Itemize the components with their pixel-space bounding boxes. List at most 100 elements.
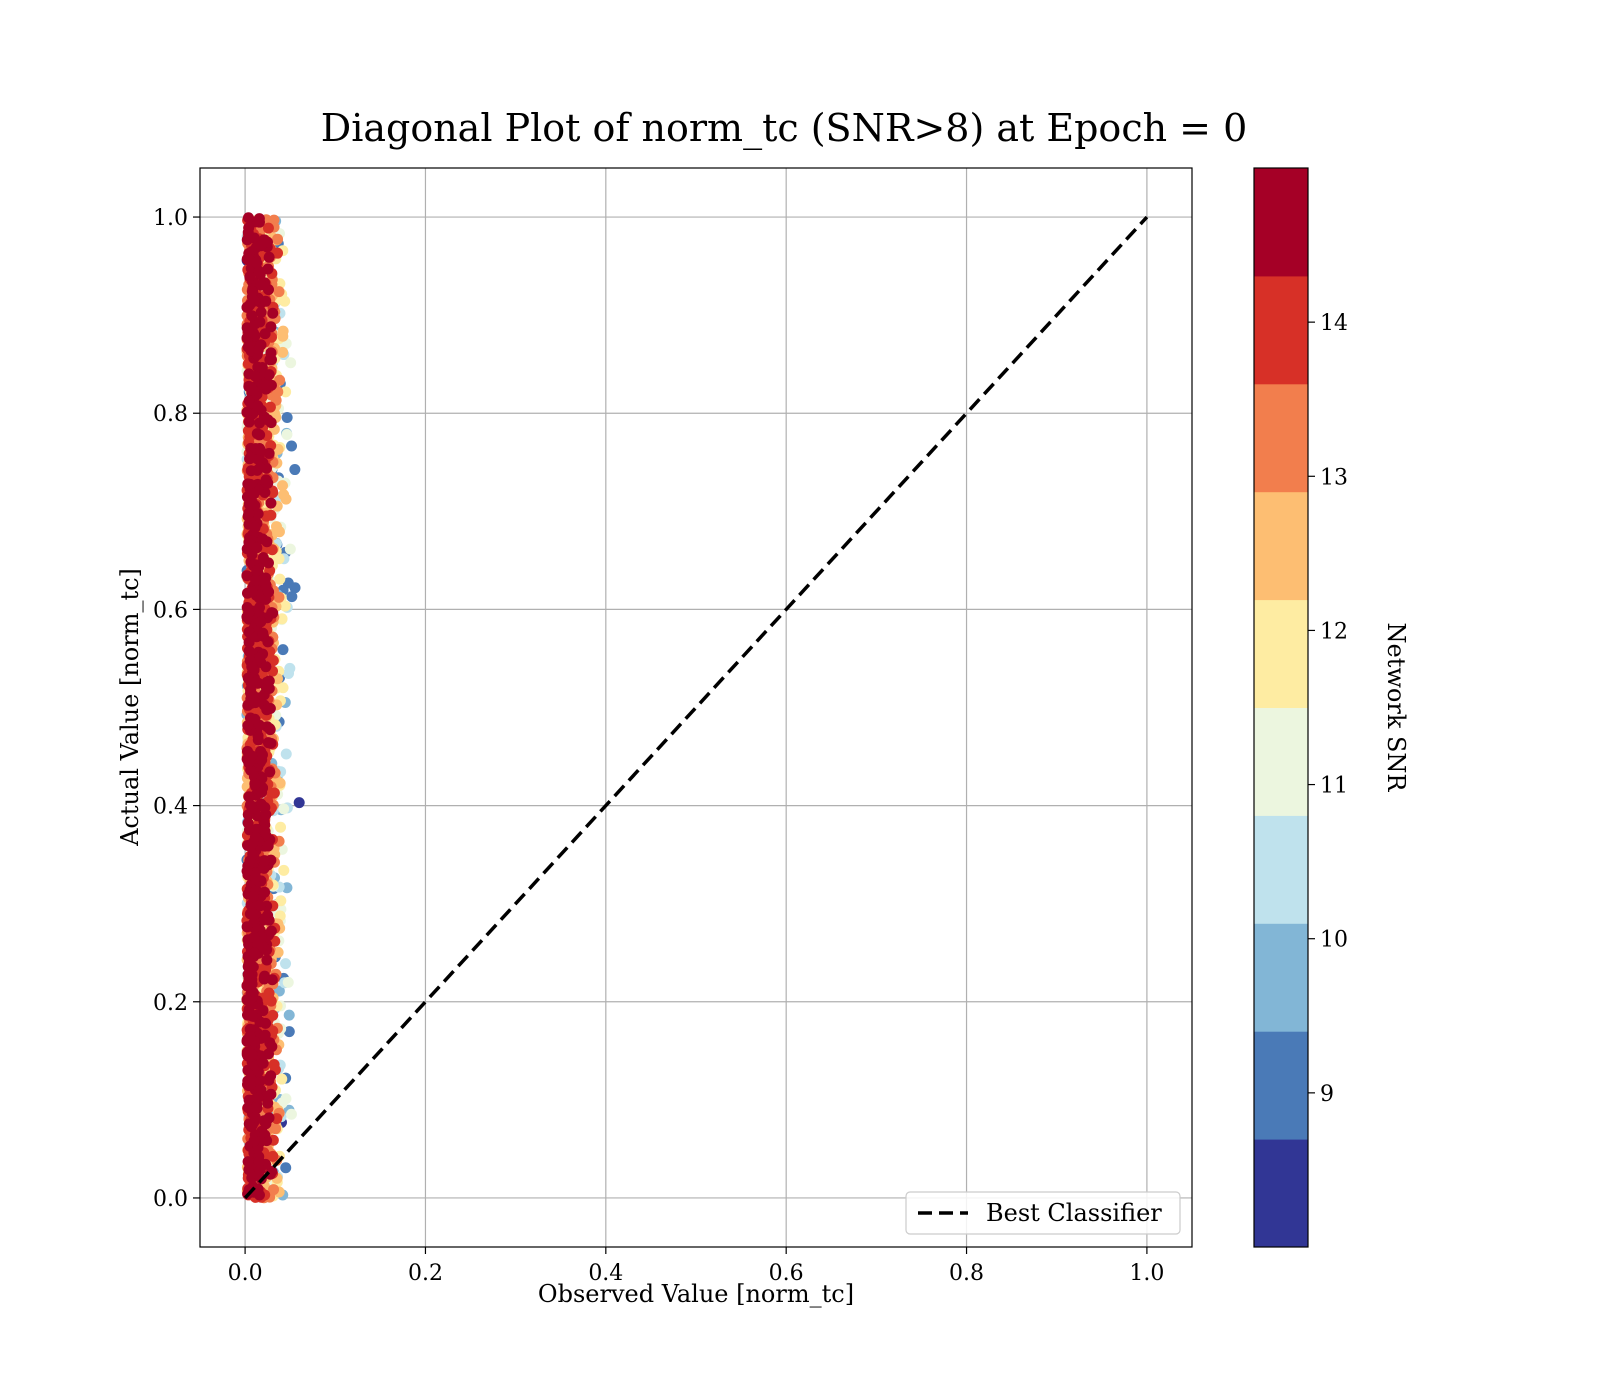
scatter-point — [261, 536, 273, 548]
y-axis-label: Actual Value [norm_tc] — [116, 568, 144, 847]
scatter-point — [244, 299, 256, 311]
y-tick-label: 0.0 — [153, 1187, 188, 1212]
scatter-point — [277, 682, 289, 694]
scatter-point — [280, 958, 292, 970]
scatter-point — [280, 1093, 292, 1105]
scatter-point — [279, 600, 291, 612]
scatter-point — [267, 487, 279, 499]
scatter-point — [242, 968, 254, 980]
y-axis-ticks: 0.0 0.2 0.4 0.6 0.8 1.0 — [153, 206, 200, 1212]
scatter-point — [248, 488, 260, 500]
colorbar-segment — [1254, 707, 1308, 816]
scatter-point — [255, 445, 267, 457]
scatter-point — [241, 921, 253, 933]
scatter-point — [246, 1048, 258, 1060]
scatter-point — [267, 607, 279, 619]
scatter-point — [255, 306, 267, 318]
scatter-point — [248, 908, 260, 920]
scatter-point — [284, 543, 296, 555]
scatter-point — [246, 286, 258, 298]
legend-label-best-classifier: Best Classifier — [986, 1199, 1162, 1227]
scatter-point — [248, 931, 260, 943]
scatter-point — [261, 954, 273, 966]
scatter-point — [272, 233, 284, 245]
scatter-point — [265, 1088, 277, 1100]
scatter-point — [251, 257, 263, 269]
scatter-point — [283, 1026, 295, 1038]
scatter-point — [262, 840, 274, 852]
scatter-point — [246, 802, 258, 814]
x-tick-label: 0.8 — [949, 1261, 984, 1286]
scatter-point — [249, 697, 261, 709]
scatter-point — [258, 862, 270, 874]
scatter-point — [249, 831, 261, 843]
colorbar: 9 10 11 12 13 14 Network SNR — [1253, 167, 1410, 1248]
y-tick-label: 0.4 — [153, 795, 188, 820]
scatter-point — [273, 526, 285, 538]
colorbar-segment — [1254, 815, 1308, 924]
y-tick-label: 0.6 — [153, 598, 188, 623]
scatter-point — [285, 357, 297, 369]
scatter-point — [254, 601, 266, 613]
scatter-point — [251, 428, 263, 440]
scatter-point — [285, 1108, 297, 1120]
colorbar-segment — [1254, 168, 1308, 277]
scatter-point — [262, 222, 274, 234]
scatter-point — [263, 987, 275, 999]
scatter-point — [246, 586, 258, 598]
scatter-point — [262, 263, 274, 275]
scatter-point — [257, 1057, 269, 1069]
scatter-point — [264, 401, 276, 413]
scatter-point — [278, 489, 290, 501]
scatter-point — [266, 1041, 278, 1053]
x-tick-label: 0.6 — [769, 1261, 804, 1286]
scatter-point — [243, 222, 255, 234]
scatter-point — [252, 400, 264, 412]
scatter-point — [246, 661, 258, 673]
scatter-point — [274, 777, 286, 789]
scatter-point — [268, 1184, 280, 1196]
scatter-point — [262, 1097, 274, 1109]
scatter-point — [265, 509, 277, 521]
colorbar-tick-label: 14 — [1320, 311, 1348, 336]
scatter-point — [281, 428, 293, 440]
scatter-point — [244, 646, 256, 658]
scatter-point — [268, 787, 280, 799]
scatter-point — [289, 464, 301, 476]
colorbar-tick-label: 9 — [1320, 1082, 1334, 1107]
scatter-point — [252, 1092, 264, 1104]
scatter-point — [286, 440, 298, 452]
scatter-point — [258, 973, 270, 985]
scatter-point — [261, 704, 273, 716]
colorbar-tick-label: 11 — [1320, 774, 1348, 799]
scatter-point — [249, 713, 261, 725]
scatter-point — [247, 1010, 259, 1022]
scatter-point — [253, 213, 265, 225]
scatter-point — [243, 791, 255, 803]
colorbar-segment — [1254, 599, 1308, 708]
scatter-point — [244, 1030, 256, 1042]
scatter-point — [277, 325, 289, 337]
scatter-point — [262, 414, 274, 426]
scatter-point — [259, 886, 271, 898]
scatter-point — [278, 803, 290, 815]
scatter-point — [249, 1111, 261, 1123]
scatter-point — [254, 1164, 266, 1176]
scatter-point — [242, 720, 254, 732]
scatter-point — [246, 750, 258, 762]
scatter-point — [266, 974, 278, 986]
x-tick-label: 0.0 — [228, 1261, 263, 1286]
scatter-point — [243, 232, 255, 244]
scatter-point — [276, 613, 288, 625]
scatter-point — [242, 1156, 254, 1168]
scatter-point — [247, 848, 259, 860]
y-tick-label: 1.0 — [153, 206, 188, 231]
scatter-point — [254, 900, 266, 912]
scatter-point — [245, 1121, 257, 1133]
scatter-point — [265, 354, 277, 366]
scatter-point — [273, 286, 285, 298]
scatter-point — [275, 821, 287, 833]
colorbar-tick-label: 10 — [1320, 928, 1348, 953]
chart-title: Diagonal Plot of norm_tc (SNR>8) at Epoc… — [321, 106, 1248, 151]
x-tick-label: 0.4 — [588, 1261, 623, 1286]
